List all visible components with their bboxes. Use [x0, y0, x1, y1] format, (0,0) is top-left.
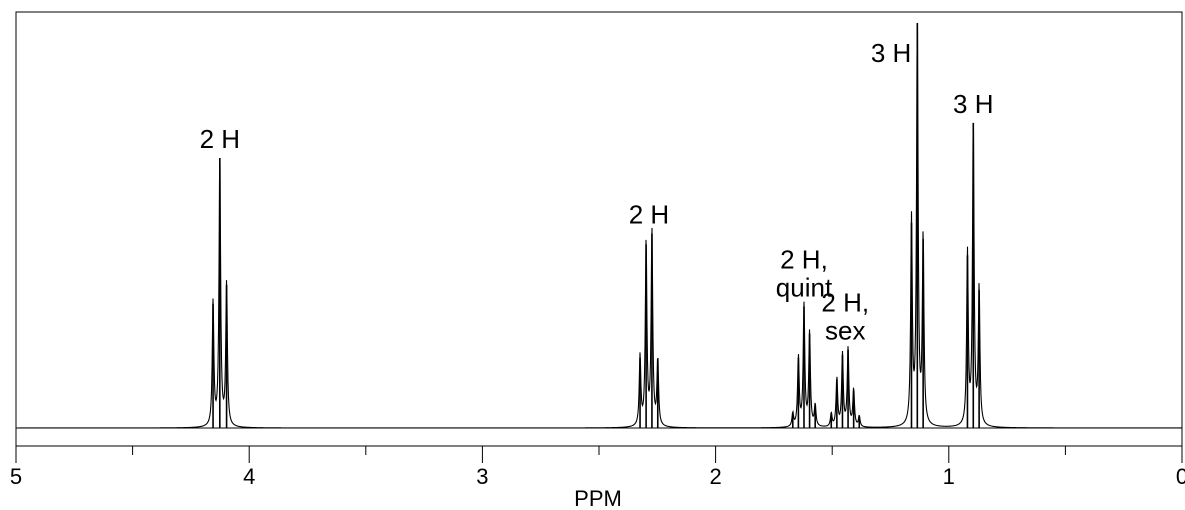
peak-label: 2 H,	[821, 288, 869, 318]
tick-label: 1	[943, 464, 955, 489]
tick-label: 5	[10, 464, 22, 489]
peak-lines	[212, 23, 980, 428]
plot-frame	[15, 11, 1183, 447]
x-axis-ticks	[15, 446, 1183, 463]
peak-label: 3 H	[953, 89, 993, 119]
x-axis-tick-labels: 5 4 3 2 1 0	[10, 464, 1185, 489]
peak-label: sex	[825, 316, 865, 346]
tick-label: 3	[476, 464, 488, 489]
peak-label: 2 H	[200, 124, 240, 154]
peak-label: 2 H,	[780, 245, 828, 275]
tick-label: 0	[1176, 464, 1185, 489]
peak-label: 2 H	[629, 200, 669, 230]
peak-label: 3 H	[871, 38, 911, 68]
x-axis-title: PPM	[574, 486, 622, 510]
spectrum-trace	[16, 27, 1182, 429]
tick-label: 4	[243, 464, 255, 489]
tick-label: 2	[709, 464, 721, 489]
peak-label: quint	[776, 273, 833, 303]
